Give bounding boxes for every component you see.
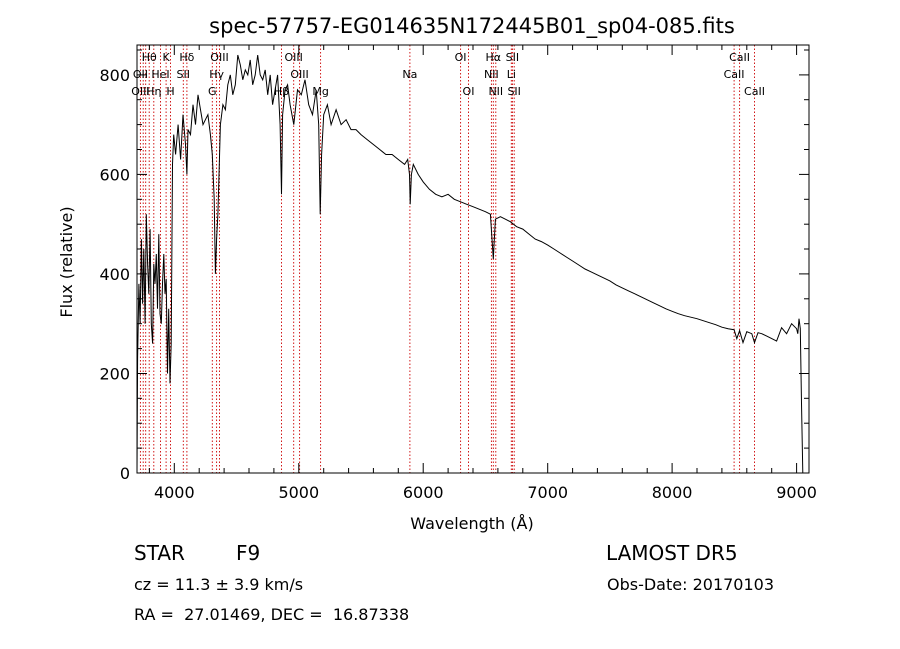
survey-name: LAMOST DR5: [606, 541, 738, 565]
line-label: Hγ: [209, 68, 224, 81]
x-tick-label: 9000: [776, 483, 817, 502]
object-class: STAR: [134, 541, 185, 565]
line-label: OIII: [131, 85, 149, 98]
line-label: OIII: [285, 51, 303, 64]
y-axis-label: Flux (relative): [57, 206, 76, 317]
plot-frame: [136, 44, 810, 474]
y-tick-label: 0: [120, 464, 130, 483]
spectrum-line: [136, 54, 804, 474]
line-label: CaII: [724, 68, 745, 81]
line-label: CaII: [729, 51, 750, 64]
y-axis-ticks: 0 200 400 600 800: [99, 49, 809, 483]
line-label: Hα: [486, 51, 502, 64]
redshift-text: cz = 11.3 ± 3.9 km/s: [134, 575, 303, 594]
y-tick-label: 600: [99, 165, 130, 184]
line-label: Hθ: [142, 51, 157, 64]
chart-title: spec-57757-EG014635N172445B01_sp04-085.f…: [209, 14, 735, 39]
obs-date: Obs-Date: 20170103: [607, 575, 774, 594]
line-label: H: [166, 85, 174, 98]
y-tick-label: 800: [99, 66, 130, 85]
line-label: OIII: [290, 68, 308, 81]
line-label: OI: [455, 51, 467, 64]
line-label: OI: [463, 85, 475, 98]
x-tick-label: 4000: [154, 483, 195, 502]
y-tick-label: 200: [99, 365, 130, 384]
x-axis-ticks: 4000 5000 6000 7000 8000 9000: [148, 45, 817, 502]
line-label: Li: [507, 68, 516, 81]
coordinates: RA = 27.01469, DEC = 16.87338: [134, 605, 409, 624]
line-label: OIII: [210, 51, 228, 64]
line-label: NII: [484, 68, 499, 81]
line-label: SII: [507, 85, 520, 98]
line-label: G: [208, 85, 217, 98]
line-label: SII: [177, 68, 190, 81]
x-tick-label: 5000: [278, 483, 319, 502]
line-label: Hδ: [179, 51, 194, 64]
line-label: HeI: [151, 68, 169, 81]
x-tick-label: 7000: [527, 483, 568, 502]
line-label: Hη: [146, 85, 161, 98]
line-label: NII: [488, 85, 503, 98]
line-label: K: [162, 51, 170, 64]
line-label: CaII: [744, 85, 765, 98]
spectral-line-markers: [139, 45, 755, 473]
y-tick-label: 400: [99, 265, 130, 284]
x-tick-label: 8000: [652, 483, 693, 502]
x-tick-label: 6000: [403, 483, 444, 502]
object-subclass: F9: [236, 541, 260, 565]
line-label: SII: [506, 51, 519, 64]
line-label: Na: [402, 68, 417, 81]
x-axis-label: Wavelength (Å): [410, 514, 533, 533]
